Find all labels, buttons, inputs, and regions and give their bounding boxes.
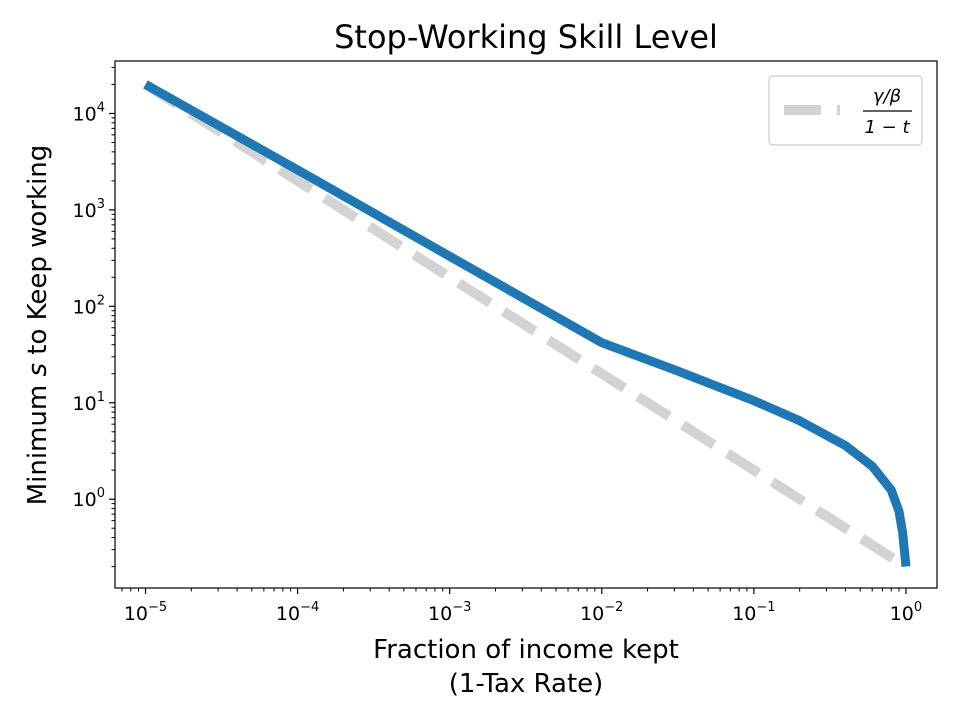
legend-box: [768, 75, 923, 146]
x-tick-label: 100: [890, 600, 922, 625]
x-tick-label: 10−5: [124, 600, 167, 625]
x-tick-label: 10−3: [428, 600, 471, 625]
minor-ticks: [111, 66, 900, 592]
series-line-solid: [143, 80, 911, 568]
legend: γ/β 1 − t: [768, 75, 923, 146]
chart-title: Stop-Working Skill Level: [334, 18, 718, 56]
y-tick-label: 102: [73, 293, 105, 318]
reference-line-dashed: [142, 80, 909, 571]
y-axis-ticks: 100 101 102 103 104: [73, 100, 115, 511]
x-axis-label-line2: (1-Tax Rate): [449, 669, 604, 699]
y-axis-label: Minimum s to Keep working: [23, 145, 53, 506]
x-axis-label: Fraction of income kept: [373, 635, 679, 665]
y-tick-label: 101: [73, 390, 105, 415]
x-axis-ticks: 10−5 10−4 10−3 10−2 10−1 100: [124, 588, 922, 625]
x-tick-label: 10−2: [580, 600, 623, 625]
x-tick-label: 10−4: [276, 600, 319, 625]
plot-area: [114, 60, 938, 589]
y-tick-label: 104: [73, 100, 105, 125]
legend-numerator: γ/β: [873, 86, 901, 107]
x-tick-label: 10−1: [732, 600, 775, 625]
y-tick-label: 103: [73, 197, 105, 222]
legend-denominator: 1 − t: [864, 117, 910, 138]
series-group: [142, 80, 911, 571]
y-tick-label: 100: [73, 486, 105, 511]
